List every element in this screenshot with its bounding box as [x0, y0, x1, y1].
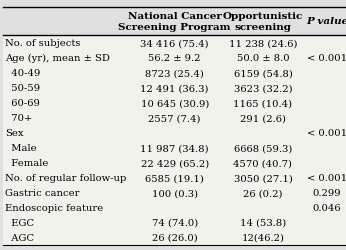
- Text: 11 987 (34.8): 11 987 (34.8): [140, 144, 209, 152]
- Text: 14 (53.8): 14 (53.8): [240, 218, 286, 227]
- Text: AGC: AGC: [5, 233, 34, 242]
- Text: 8723 (25.4): 8723 (25.4): [145, 69, 204, 78]
- Text: Female: Female: [5, 158, 48, 168]
- Text: 60-69: 60-69: [5, 99, 40, 108]
- Text: 6159 (54.8): 6159 (54.8): [234, 69, 292, 78]
- Text: 3623 (32.2): 3623 (32.2): [234, 84, 292, 93]
- Text: 74 (74.0): 74 (74.0): [152, 218, 198, 227]
- Text: 6585 (19.1): 6585 (19.1): [145, 174, 204, 182]
- Text: 2557 (7.4): 2557 (7.4): [148, 114, 201, 123]
- Text: Sex: Sex: [5, 129, 24, 138]
- Text: 3050 (27.1): 3050 (27.1): [234, 174, 292, 182]
- Text: EGC: EGC: [5, 218, 34, 227]
- Text: 4570 (40.7): 4570 (40.7): [234, 158, 292, 168]
- FancyBboxPatch shape: [3, 8, 346, 36]
- Text: 40-49: 40-49: [5, 69, 40, 78]
- Text: 11 238 (24.6): 11 238 (24.6): [229, 39, 297, 48]
- Text: 22 429 (65.2): 22 429 (65.2): [140, 158, 209, 168]
- Text: 0.046: 0.046: [313, 203, 341, 212]
- Text: 12(46.2): 12(46.2): [242, 233, 284, 242]
- Text: Endoscopic feature: Endoscopic feature: [5, 203, 103, 212]
- Text: 50-59: 50-59: [5, 84, 40, 93]
- Text: 26 (26.0): 26 (26.0): [152, 233, 198, 242]
- Text: 1165 (10.4): 1165 (10.4): [234, 99, 292, 108]
- Text: Gastric cancer: Gastric cancer: [5, 188, 80, 197]
- Text: 26 (0.2): 26 (0.2): [243, 188, 283, 197]
- Text: No. of regular follow-up: No. of regular follow-up: [5, 174, 127, 182]
- Text: < 0.001: < 0.001: [307, 129, 346, 138]
- Text: 0.299: 0.299: [313, 188, 341, 197]
- Text: 56.2 ± 9.2: 56.2 ± 9.2: [148, 54, 201, 63]
- Text: 10 645 (30.9): 10 645 (30.9): [140, 99, 209, 108]
- Text: National Cancer
Screening Program: National Cancer Screening Program: [118, 12, 231, 32]
- Text: 6668 (59.3): 6668 (59.3): [234, 144, 292, 152]
- Text: Age (yr), mean ± SD: Age (yr), mean ± SD: [5, 54, 110, 63]
- Text: < 0.001: < 0.001: [307, 54, 346, 63]
- Text: Male: Male: [5, 144, 37, 152]
- Text: 34 416 (75.4): 34 416 (75.4): [140, 39, 209, 48]
- FancyBboxPatch shape: [3, 36, 346, 245]
- Text: 100 (0.3): 100 (0.3): [152, 188, 198, 197]
- Text: P value: P value: [306, 18, 346, 26]
- Text: < 0.001: < 0.001: [307, 174, 346, 182]
- Text: 291 (2.6): 291 (2.6): [240, 114, 286, 123]
- Text: No. of subjects: No. of subjects: [5, 39, 81, 48]
- Text: 70+: 70+: [5, 114, 33, 123]
- Text: 50.0 ± 8.0: 50.0 ± 8.0: [237, 54, 289, 63]
- Text: 12 491 (36.3): 12 491 (36.3): [140, 84, 209, 93]
- Text: Opportunistic
screening: Opportunistic screening: [223, 12, 303, 32]
